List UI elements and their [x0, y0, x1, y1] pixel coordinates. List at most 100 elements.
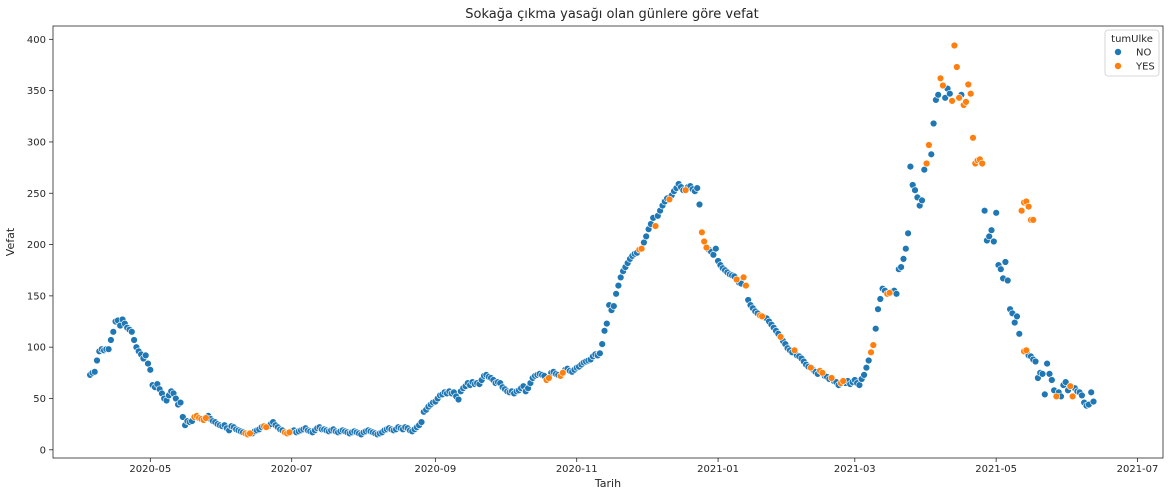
point-yes — [1024, 202, 1033, 211]
point-yes — [948, 97, 956, 105]
point-no — [709, 251, 718, 259]
point-no — [980, 207, 989, 215]
point-no — [454, 395, 463, 404]
point-no — [90, 368, 99, 376]
point-yes — [651, 222, 660, 230]
point-yes — [545, 374, 553, 382]
point-yes — [936, 74, 945, 83]
point-no — [987, 226, 996, 234]
legend-title: tumUlke — [1111, 34, 1153, 45]
point-no — [997, 265, 1005, 273]
point-no — [417, 418, 426, 426]
point-yes — [681, 186, 690, 194]
point-no — [1038, 370, 1047, 378]
point-no — [918, 196, 926, 205]
point-no — [892, 290, 901, 298]
point-yes — [637, 245, 646, 253]
point-yes — [665, 195, 674, 204]
y-axis: 0 50 100 150 200 250 300 350 400 — [27, 35, 53, 456]
point-no — [927, 150, 935, 159]
point-no — [1031, 357, 1040, 366]
point-no — [871, 325, 880, 333]
point-no — [1061, 378, 1070, 386]
point-yes — [939, 81, 947, 90]
point-yes — [1068, 392, 1077, 401]
point-no — [934, 91, 942, 99]
point-yes — [807, 364, 815, 372]
point-no — [695, 200, 704, 209]
x-tick-label: 2021-07 — [1117, 464, 1159, 475]
point-yes — [955, 94, 963, 102]
point-no — [946, 89, 954, 98]
x-tick-label: 2021-03 — [834, 464, 876, 475]
point-no — [1045, 370, 1054, 378]
point-yes — [1052, 392, 1061, 401]
point-yes — [969, 134, 977, 142]
point-no — [1013, 312, 1021, 321]
y-tick-label: 50 — [33, 394, 46, 405]
point-no — [920, 166, 928, 174]
chart-title: Sokağa çıkma yasağı olan günlere göre ve… — [465, 7, 758, 22]
y-tick-label: 0 — [40, 445, 46, 456]
point-yes — [698, 228, 706, 237]
point-yes — [964, 80, 972, 89]
point-yes — [702, 243, 711, 252]
point-yes — [262, 423, 270, 431]
y-tick-label: 400 — [27, 35, 46, 46]
point-no — [614, 281, 623, 290]
y-tick-label: 300 — [27, 137, 46, 148]
point-no — [640, 238, 648, 247]
point-no — [93, 356, 101, 365]
point-no — [642, 232, 650, 241]
point-no — [929, 119, 938, 128]
point-no — [1041, 390, 1049, 399]
point-no — [862, 364, 871, 372]
point-yes — [950, 41, 959, 50]
point-no — [142, 351, 150, 360]
x-tick-label: 2021-01 — [697, 464, 739, 475]
y-tick-label: 350 — [27, 86, 46, 97]
point-no — [598, 340, 606, 348]
point-yes — [285, 428, 294, 436]
x-tick-label: 2021-05 — [975, 464, 1017, 475]
point-no — [864, 356, 873, 365]
point-yes — [1029, 216, 1037, 224]
legend-marker-yes — [1114, 62, 1122, 70]
point-no — [144, 359, 152, 368]
point-yes — [1066, 382, 1075, 390]
plot-area — [52, 25, 1164, 459]
point-no — [855, 381, 864, 389]
point-yes — [818, 369, 827, 377]
point-yes — [978, 159, 986, 168]
point-no — [897, 263, 905, 271]
point-no — [906, 162, 915, 171]
point-no — [600, 327, 609, 335]
legend-label-no: NO — [1136, 48, 1151, 59]
data-points — [86, 41, 1098, 439]
x-axis: 2020-05 2020-07 2020-09 2020-11 2021-01 2021-… — [129, 458, 1158, 475]
point-yes — [246, 429, 254, 438]
point-yes — [922, 159, 931, 168]
point-no — [128, 328, 136, 336]
point-no — [904, 229, 912, 238]
point-no — [610, 302, 618, 310]
y-tick-label: 100 — [27, 343, 46, 354]
point-yes — [869, 341, 877, 349]
point-yes — [559, 369, 567, 377]
point-no — [1015, 330, 1023, 338]
point-no — [992, 209, 1000, 217]
point-no — [712, 245, 720, 253]
legend-label-yes: YES — [1135, 62, 1155, 73]
point-yes — [1017, 207, 1026, 215]
point-yes — [839, 377, 847, 385]
point-yes — [758, 312, 766, 321]
y-tick-label: 200 — [27, 240, 46, 251]
point-no — [146, 366, 155, 374]
point-no — [1078, 391, 1086, 400]
point-yes — [202, 414, 210, 422]
x-axis-title: Tarih — [594, 477, 621, 490]
point-yes — [732, 275, 741, 284]
point-yes — [776, 333, 785, 341]
point-no — [603, 319, 611, 328]
